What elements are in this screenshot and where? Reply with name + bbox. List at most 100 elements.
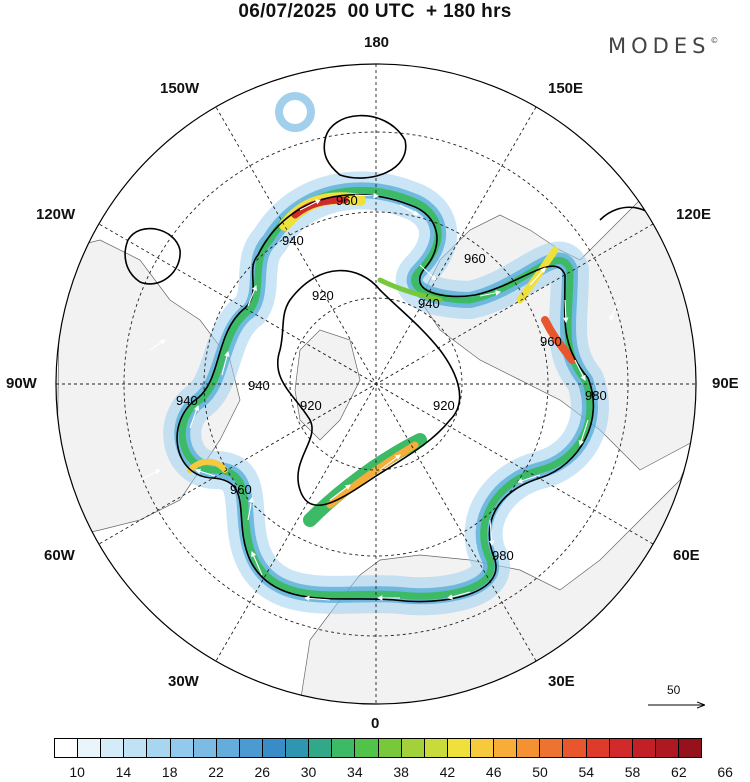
- wind-arrow: [578, 419, 589, 447]
- wind-arrow: [309, 289, 331, 301]
- lon-label-90e: 90E: [712, 375, 739, 392]
- meridian-150e-30w: [215, 106, 537, 662]
- contour-label: 960: [230, 482, 252, 497]
- colorbar-tick-label: 22: [208, 764, 224, 780]
- wind-arrow: [488, 519, 495, 547]
- colorbar-tick-label: 34: [347, 764, 363, 780]
- wind-arrow: [516, 474, 541, 484]
- wind-arrow: [609, 299, 621, 321]
- lon-label-120w: 120W: [36, 206, 76, 223]
- wind-arrow: [194, 468, 216, 477]
- contour-label: 940: [176, 393, 198, 408]
- contour-label: 980: [492, 548, 514, 563]
- colorbar-cell: [424, 739, 448, 757]
- contour-label: 960: [540, 334, 562, 349]
- wind-arrow: [449, 159, 471, 171]
- brand-text: MODES: [608, 34, 711, 58]
- wind-arrow: [299, 199, 321, 211]
- colorbar-tick-label: 42: [439, 764, 456, 780]
- wind-arrow: [189, 404, 200, 429]
- colorbar-cell: [332, 739, 356, 757]
- colorbar-tick-label: 18: [161, 764, 178, 780]
- colorbar-tick-label: 50: [532, 764, 548, 780]
- colorbar-cell: [447, 739, 471, 757]
- map-border: [55, 63, 697, 705]
- wind-arrow: [354, 193, 380, 199]
- contour-outer: [176, 193, 595, 603]
- colorbar-cell: [239, 739, 263, 757]
- contour-label: 940: [418, 296, 440, 311]
- colorbar-tick-labels: 10141822263034384246505458626670: [54, 758, 733, 780]
- colorbar-tick-label: 54: [578, 764, 595, 780]
- wind-arrow: [239, 140, 264, 151]
- jet-max-atlantic-core: [326, 441, 419, 509]
- wind-arrow: [379, 454, 401, 471]
- lon-label-120e: 120E: [676, 206, 712, 223]
- lon-label-30w: 30W: [168, 673, 199, 690]
- wind-arrow: [247, 284, 257, 307]
- colorbar-cell: [355, 739, 379, 757]
- colorbar-cell: [586, 739, 610, 757]
- colorbar-cell: [609, 739, 633, 757]
- lon-label-150e: 150E: [548, 80, 584, 97]
- jet-asia-branch: [516, 246, 559, 304]
- contour-label: 940: [282, 233, 304, 248]
- contour-inner: [277, 269, 461, 507]
- wind-vectors: [139, 140, 621, 602]
- wind-arrow: [399, 204, 419, 216]
- colorbar-tick-label: 26: [254, 764, 271, 780]
- colorbar-cell: [517, 739, 541, 757]
- colorbar-tick-label: 66: [717, 764, 733, 780]
- wind-arrow: [251, 550, 263, 576]
- wind-arrow: [529, 267, 546, 286]
- lon-label-180: 180: [364, 34, 390, 51]
- contour-label: 980: [585, 388, 607, 403]
- lon-label-60w: 60W: [44, 547, 75, 564]
- colorbar-cell: [193, 739, 217, 757]
- lon-label-90w: 90W: [6, 375, 37, 392]
- wind-arrow: [419, 339, 433, 357]
- wind-arrow: [563, 299, 569, 324]
- colorbar-cell: [170, 739, 194, 757]
- colorbar-tick-label: 38: [393, 764, 409, 780]
- map-disc: 960 940 920 940 960 940 920 960 980 940 …: [56, 64, 696, 704]
- wind-arrow: [149, 339, 166, 351]
- lon-label-150w: 150W: [160, 80, 200, 97]
- map-title: 06/07/2025 00 UTC + 180 hrs: [238, 1, 512, 22]
- contour-label: 920: [300, 398, 322, 413]
- colorbar-cell: [494, 739, 518, 757]
- reference-vector: 50: [646, 683, 708, 723]
- lon-label-0: 0: [371, 715, 380, 732]
- wind-arrow: [479, 290, 502, 297]
- lon-label-60e: 60E: [673, 547, 700, 564]
- colorbar-tick-label: 58: [624, 764, 641, 780]
- colorbar-cell: [78, 739, 102, 757]
- graticule: [56, 64, 696, 704]
- wind-arrow: [419, 264, 437, 281]
- colorbar-cell: [401, 739, 425, 757]
- contour-alaska-cell: [124, 227, 181, 285]
- colorbar-cell: [262, 739, 287, 757]
- contour-label: 960: [336, 193, 358, 208]
- colorbar-cell: [216, 739, 240, 757]
- colorbar-cell: [286, 739, 310, 757]
- lon-label-30e: 30E: [548, 673, 575, 690]
- land-greenland: [294, 329, 361, 441]
- colorbar-cell: [55, 739, 79, 757]
- contour-label: 920: [433, 398, 455, 413]
- colorbar-tick-label: 10: [69, 764, 85, 780]
- colorbar-cell: [309, 739, 333, 757]
- jet-north-atlantic: [187, 458, 228, 473]
- reference-vector-label: 50: [667, 683, 681, 697]
- contour-label: 960: [464, 251, 486, 266]
- jet-band-core: [178, 186, 594, 600]
- wind-arrow: [247, 496, 254, 521]
- jet-max-asia: [541, 316, 576, 364]
- colorbar-tick-label: 46: [485, 764, 502, 780]
- vortex-ring-pacific: [275, 92, 315, 132]
- colorbar-cell: [147, 739, 171, 757]
- colorbar: [54, 738, 702, 758]
- colorbar-cell: [470, 739, 495, 757]
- wind-arrow: [221, 350, 230, 376]
